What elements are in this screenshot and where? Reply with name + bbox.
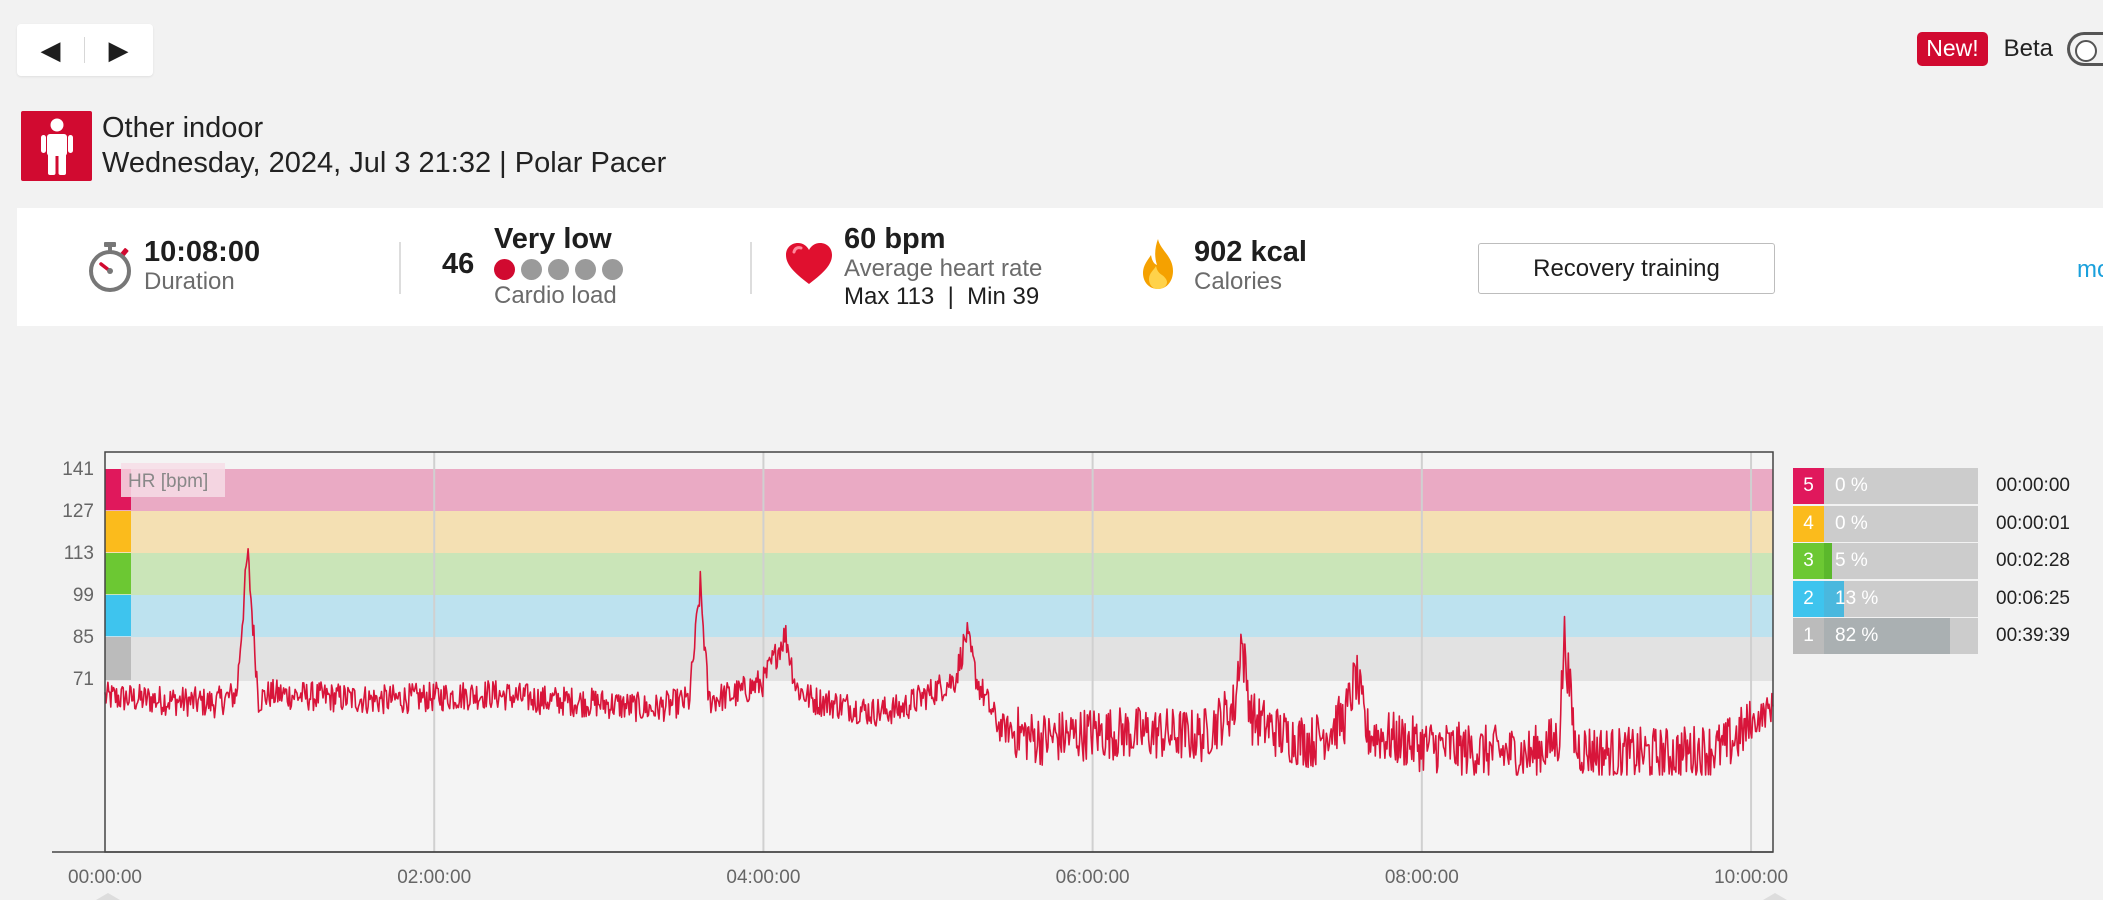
zone-bar-fill: [1824, 580, 1845, 617]
arrow-right-icon: ▶: [108, 34, 129, 65]
duration-label: Duration: [144, 268, 235, 295]
zone-number: 3: [1793, 543, 1824, 579]
zone-bar: [1824, 505, 1978, 542]
load-dot-empty: [602, 259, 623, 280]
zone-time: 00:00:01: [1996, 512, 2070, 534]
zone-3-band-marker: [105, 553, 131, 594]
nav-divider: [84, 37, 85, 63]
hr-chart: 141 127 113 99 85 71 00:00:00 02:00:00 04:00:00…: [52, 451, 1788, 900]
x-tick-label: 10:00:00: [1714, 867, 1788, 888]
x-tick-label: 08:00:00: [1385, 867, 1459, 888]
hr-min-max: Max 113 | Min 39: [844, 283, 1040, 310]
zone-2-band-marker: [105, 595, 131, 636]
arrow-left-icon: ◀: [40, 34, 61, 65]
previous-activity-button[interactable]: ◀: [17, 24, 84, 76]
activity-date-device: Wednesday, 2024, Jul 3 21:32 | Polar Pac…: [102, 147, 667, 179]
cardio-load-label: Cardio load: [494, 282, 617, 309]
y-tick-label: 141: [62, 459, 94, 480]
zone-5-band: [105, 469, 1773, 511]
duration-stat: 10:08:00 Duration: [144, 236, 260, 296]
zone-4-band: [105, 511, 1773, 553]
load-dot-filled: [494, 259, 515, 280]
zone-number: 1: [1793, 618, 1824, 654]
heart-icon: [785, 242, 833, 291]
more-link[interactable]: more: [2077, 256, 2103, 283]
x-tick-label: 06:00:00: [1056, 867, 1130, 888]
zone-bar-fill: [1824, 618, 1951, 654]
beta-controls: New! Beta: [1917, 32, 2103, 66]
calories-value: 902 kcal: [1194, 236, 1307, 268]
average-hr-value: 60 bpm: [844, 223, 946, 255]
zone-time: 00:06:25: [1996, 587, 2070, 609]
stat-divider: [399, 242, 401, 294]
zone-number: 2: [1793, 580, 1824, 617]
heart-rate-stat: 60 bpm Average heart rate Max 113 | Min …: [844, 223, 1042, 311]
range-handle-right[interactable]: [1763, 893, 1787, 900]
other-indoor-sport-icon: [21, 111, 92, 181]
stopwatch-icon: [87, 241, 133, 298]
zone-percent: 82 %: [1835, 625, 1879, 646]
y-tick-label: 71: [73, 669, 94, 690]
cardio-load-dots: [494, 259, 623, 280]
activity-navigation: ◀ ▶: [17, 24, 153, 76]
next-activity-button[interactable]: ▶: [85, 24, 152, 76]
y-tick-label: 85: [73, 627, 94, 648]
beta-label: Beta: [2003, 35, 2053, 62]
sport-name: Other indoor: [102, 112, 264, 144]
cardio-load-value: 46: [442, 248, 475, 280]
zone-time: 00:00:00: [1996, 475, 2070, 496]
duration-value: 10:08:00: [144, 236, 261, 268]
x-tick-label: 00:00:00: [68, 867, 142, 888]
calories-label: Calories: [1194, 268, 1283, 295]
y-tick-label: 99: [73, 585, 94, 606]
series-label: HR [bpm]: [128, 471, 208, 492]
zone-number: 5: [1793, 468, 1824, 504]
zone-row-5: 5 0 % 00:00:00: [1793, 468, 2093, 504]
zone-bar-fill: [1824, 543, 1832, 579]
beta-toggle[interactable]: [2067, 32, 2103, 66]
zone-bar: [1824, 580, 1978, 617]
zone-number: 4: [1793, 505, 1824, 542]
zone-row-4: 4 0 % 00:00:01: [1793, 505, 2093, 542]
zone-bar: [1824, 618, 1978, 654]
hr-chart-area: 141 127 113 99 85 71 00:00:00 02:00:00 04:00:00…: [0, 440, 2103, 900]
zone-percent: 0 %: [1835, 475, 1868, 496]
y-tick-label: 113: [64, 543, 94, 564]
flame-icon: [1140, 238, 1176, 295]
zone-percent: 13 %: [1835, 587, 1879, 609]
cardio-load-level: Very low: [494, 223, 612, 255]
summary-panel: 10:08:00 Duration 46 Very low Cardio loa…: [17, 208, 2103, 326]
zone-row-2: 2 13 % 00:06:25: [1793, 580, 2093, 617]
load-dot-empty: [521, 259, 542, 280]
zone-row-1: 1 82 % 00:39:39: [1793, 618, 2093, 654]
calories-stat: 902 kcal Calories: [1194, 236, 1307, 296]
zone-4-band-marker: [105, 511, 131, 552]
y-tick-label: 127: [62, 501, 94, 522]
range-handle-left[interactable]: [96, 893, 120, 900]
training-benefit-button[interactable]: Recovery training: [1478, 243, 1775, 294]
zone-bar: [1824, 468, 1978, 504]
zone-time: 00:39:39: [1996, 625, 2070, 646]
series-label-bg: [121, 463, 225, 497]
zone-row-3: 3 5 % 00:02:28: [1793, 543, 2093, 579]
zone-2-band: [105, 595, 1773, 637]
zone-percent: 5 %: [1835, 550, 1868, 571]
zone-3-band: [105, 553, 1773, 595]
zone-1-band: [105, 637, 1773, 681]
new-badge: New!: [1917, 32, 1988, 66]
x-tick-label: 04:00:00: [726, 867, 800, 888]
stat-divider: [750, 242, 752, 294]
zone-percent: 0 %: [1835, 512, 1868, 534]
hr-series-line: [104, 548, 1774, 776]
load-dot-empty: [575, 259, 596, 280]
cardio-load-stat: Very low Cardio load: [494, 223, 623, 310]
zone-bar: [1824, 543, 1978, 579]
load-dot-empty: [548, 259, 569, 280]
average-hr-label: Average heart rate: [844, 255, 1043, 282]
zone-1-band-marker: [105, 637, 131, 680]
zone-time: 00:02:28: [1996, 550, 2070, 571]
x-tick-label: 02:00:00: [397, 867, 471, 888]
